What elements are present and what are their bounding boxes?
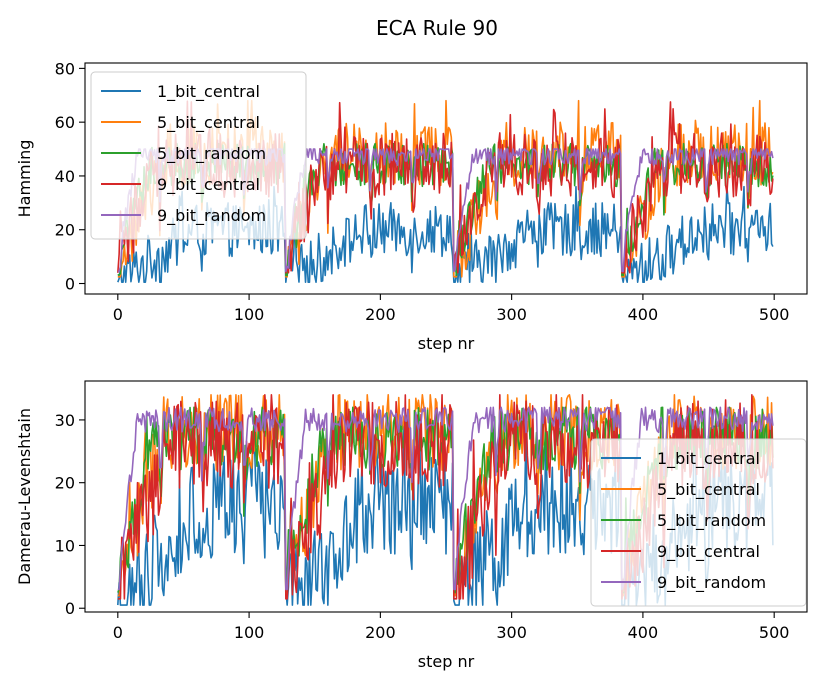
x-tick-label: 0: [113, 623, 123, 642]
y-tick-label: 0: [65, 275, 75, 294]
x-tick-label: 500: [759, 305, 790, 324]
y-tick-label: 20: [55, 474, 75, 493]
x-tick-label: 200: [365, 305, 396, 324]
legend-label-5_bit_random: 5_bit_random: [657, 511, 766, 531]
y-tick-label: 60: [55, 113, 75, 132]
x-tick-label: 200: [365, 623, 396, 642]
legend-label-1_bit_central: 1_bit_central: [657, 449, 760, 469]
x-tick-label: 100: [234, 623, 265, 642]
x-tick-label: 500: [759, 623, 790, 642]
legend-label-5_bit_central: 5_bit_central: [657, 480, 760, 500]
y-tick-label: 10: [55, 536, 75, 555]
y-tick-label: 0: [65, 599, 75, 618]
y-tick-label: 30: [55, 411, 75, 430]
figure-title: ECA Rule 90: [376, 16, 498, 40]
y-tick-label: 20: [55, 221, 75, 240]
x-tick-label: 400: [628, 305, 659, 324]
x-tick-label: 0: [113, 305, 123, 324]
x-axis-label: step nr: [418, 334, 475, 353]
x-tick-label: 300: [496, 305, 527, 324]
legend-label-9_bit_central: 9_bit_central: [657, 542, 760, 562]
x-tick-label: 100: [234, 305, 265, 324]
y-axis-label: Hamming: [15, 140, 34, 218]
legend-label-9_bit_random: 9_bit_random: [657, 573, 766, 593]
y-axis-label: Damerau-Levenshtain: [15, 408, 34, 585]
legend-label-1_bit_central: 1_bit_central: [157, 82, 260, 102]
legend-label-9_bit_central: 9_bit_central: [157, 175, 260, 195]
legend: 1_bit_central 5_bit_central 5_bit_random 9_…: [90, 71, 307, 240]
x-tick-label: 300: [496, 623, 527, 642]
axes-frame: [84, 62, 808, 295]
hamming-subplot: 0 100 200 300 400 500 0 20 40 60 80 step nr Hamming 1…: [15, 59, 808, 353]
legend-label-5_bit_random: 5_bit_random: [157, 144, 266, 164]
y-tick-label: 40: [55, 167, 75, 186]
legend-box: [90, 71, 307, 240]
x-tick-label: 400: [628, 623, 659, 642]
x-axis-label: step nr: [418, 652, 475, 671]
legend-box: [590, 438, 807, 607]
legend-label-5_bit_central: 5_bit_central: [157, 113, 260, 133]
legend: 1_bit_central 5_bit_central 5_bit_random 9_…: [590, 438, 807, 607]
y-tick-label: 80: [55, 59, 75, 78]
legend-label-9_bit_random: 9_bit_random: [157, 206, 266, 226]
damerau-levenshtain-subplot: 0 100 200 300 400 500 0 10 20 30 step nr Damerau-Le…: [15, 380, 808, 671]
axes-frame: [84, 380, 808, 613]
